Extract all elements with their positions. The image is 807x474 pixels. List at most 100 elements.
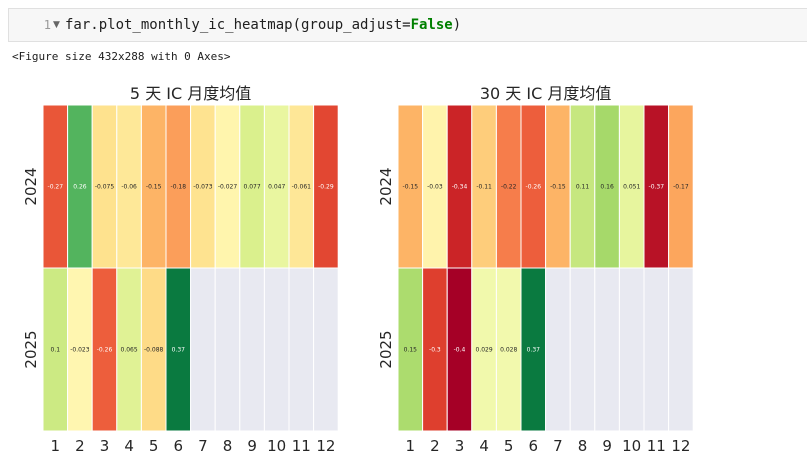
heatmap-cell-label: 0.065 bbox=[121, 347, 138, 354]
x-tick-label: 9 bbox=[247, 437, 257, 455]
heatmap-cell-label: 0.047 bbox=[268, 184, 285, 191]
heatmap-cell-label: -0.11 bbox=[476, 184, 492, 191]
heatmap-cell bbox=[313, 267, 339, 432]
x-tick-label: 2 bbox=[430, 437, 440, 455]
heatmap-cell bbox=[618, 267, 645, 432]
heatmap-cell-label: 0.11 bbox=[576, 184, 590, 191]
heatmap-cell-label: -0.15 bbox=[403, 184, 419, 191]
x-tick-label: 2 bbox=[75, 437, 85, 455]
heatmap-cell-label: -0.023 bbox=[70, 347, 90, 354]
heatmap-cell-label: 0.37 bbox=[527, 347, 541, 354]
heatmap-cell bbox=[594, 267, 620, 432]
heatmap-cell bbox=[190, 104, 216, 269]
heatmap-panel-1: 5 天 IC 月度均值 -0.27 0.26 -0.075 -0.06 -0.15 -0.1… bbox=[22, 84, 339, 455]
heatmap-cell-label: -0.37 bbox=[649, 184, 665, 191]
x-tick-label: 3 bbox=[455, 437, 465, 455]
heatmap-cell bbox=[446, 104, 473, 269]
heatmap-cell-label: -0.06 bbox=[121, 184, 137, 191]
heatmap-cell-label: -0.18 bbox=[171, 184, 187, 191]
y-tick-label: 2025 bbox=[22, 330, 40, 368]
heatmap-cell bbox=[545, 267, 571, 432]
x-tick-label: 8 bbox=[578, 437, 588, 455]
heatmap-cell bbox=[668, 104, 694, 269]
heatmap-cell-label: -0.15 bbox=[146, 184, 162, 191]
x-tick-label: 10 bbox=[267, 437, 286, 455]
heatmap-cell bbox=[313, 104, 339, 269]
line-number: 1 bbox=[43, 18, 51, 32]
x-tick-label: 4 bbox=[124, 437, 134, 455]
heatmap-cell-label: -0.26 bbox=[526, 184, 542, 191]
heatmap-cell bbox=[288, 104, 315, 269]
x-tick-label: 10 bbox=[622, 437, 641, 455]
heatmap-cell bbox=[397, 267, 424, 432]
heatmap-cell bbox=[91, 267, 118, 432]
heatmap-cell-label: -0.22 bbox=[501, 184, 517, 191]
x-tick-label: 11 bbox=[647, 437, 666, 455]
heatmap-panel-2: 30 天 IC 月度均值-0.15 -0.03 -0.34 -0.11 -0.22 -0.… bbox=[377, 84, 694, 455]
heatmap-cell bbox=[446, 267, 473, 432]
code-suffix: ) bbox=[452, 17, 462, 33]
x-tick-label: 3 bbox=[100, 437, 110, 455]
y-tick-label: 2025 bbox=[377, 330, 395, 368]
x-tick-label: 7 bbox=[198, 437, 208, 455]
heatmap-cell-label: -0.03 bbox=[427, 184, 443, 191]
heatmap-cell bbox=[288, 267, 315, 432]
heatmap-cell bbox=[471, 267, 497, 432]
heatmap-cell-label: 0.37 bbox=[172, 347, 186, 354]
heatmap-cell-label: -0.075 bbox=[95, 184, 115, 191]
heatmap-cell-label: -0.29 bbox=[318, 184, 334, 191]
code-cell[interactable]: 1 ▼ far.plot_monthly_ic_heatmap(group_ad… bbox=[8, 8, 807, 42]
heatmap-cell bbox=[214, 104, 241, 269]
x-tick-label: 4 bbox=[479, 437, 489, 455]
heatmap-cell-label: 0.077 bbox=[244, 184, 261, 191]
heatmap-cell-label: -0.27 bbox=[48, 184, 64, 191]
heatmap-cell bbox=[569, 104, 596, 269]
heatmap-cell-label: -0.26 bbox=[97, 347, 113, 354]
heatmap-cell-label: -0.088 bbox=[144, 347, 164, 354]
code-keyword: False bbox=[410, 17, 453, 33]
x-tick-label: 6 bbox=[529, 437, 539, 455]
heatmap-cell-label: -0.4 bbox=[454, 347, 466, 354]
heatmap-cell bbox=[42, 104, 69, 269]
heatmap-cell bbox=[165, 104, 192, 269]
y-tick-label: 2024 bbox=[22, 167, 40, 205]
heatmap-cell bbox=[495, 267, 522, 432]
heatmap-title: 5 天 IC 月度均值 bbox=[130, 84, 251, 103]
x-tick-label: 8 bbox=[223, 437, 233, 455]
x-tick-label: 5 bbox=[504, 437, 514, 455]
heatmap-cell-label: 0.028 bbox=[500, 347, 517, 354]
heatmap-cell-label: -0.027 bbox=[218, 184, 238, 191]
heatmap-cell bbox=[569, 267, 596, 432]
heatmap-cell bbox=[165, 267, 192, 432]
heatmap-cell-label: 0.15 bbox=[404, 347, 418, 354]
x-tick-label: 1 bbox=[51, 437, 61, 455]
heatmap-cell-label: -0.15 bbox=[550, 184, 566, 191]
heatmap-cell bbox=[471, 104, 497, 269]
x-tick-label: 11 bbox=[292, 437, 311, 455]
heatmap-cell-label: 0.1 bbox=[51, 347, 61, 354]
collapse-arrow-icon[interactable]: ▼ bbox=[53, 20, 60, 30]
heatmap-cell bbox=[214, 267, 241, 432]
heatmap-cell bbox=[91, 104, 118, 269]
heatmap-cell bbox=[643, 267, 670, 432]
heatmap-cell-label: 0.029 bbox=[476, 347, 493, 354]
code-line[interactable]: far.plot_monthly_ic_heatmap(group_adjust… bbox=[65, 9, 461, 41]
heatmap-cell bbox=[422, 267, 448, 432]
heatmap-title: 30 天 IC 月度均值 bbox=[480, 84, 612, 103]
heatmap-cell bbox=[397, 104, 424, 269]
heatmap-cell bbox=[495, 104, 522, 269]
heatmap-cell bbox=[140, 267, 167, 432]
y-tick-label: 2024 bbox=[377, 167, 395, 205]
x-tick-label: 5 bbox=[149, 437, 159, 455]
heatmap-cell bbox=[239, 267, 265, 432]
heatmap-cell-label: -0.17 bbox=[673, 184, 689, 191]
x-tick-label: 9 bbox=[602, 437, 612, 455]
heatmap-cell bbox=[520, 104, 547, 269]
heatmap-cell bbox=[116, 267, 142, 432]
heatmap-cell-label: 0.26 bbox=[73, 184, 87, 191]
heatmap-cell-label: 0.051 bbox=[623, 184, 640, 191]
x-tick-label: 12 bbox=[671, 437, 690, 455]
heatmap-cell-label: -0.073 bbox=[193, 184, 213, 191]
heatmap-cell bbox=[545, 104, 571, 269]
code-prefix: far.plot_monthly_ic_heatmap(group_adjust… bbox=[65, 17, 411, 33]
